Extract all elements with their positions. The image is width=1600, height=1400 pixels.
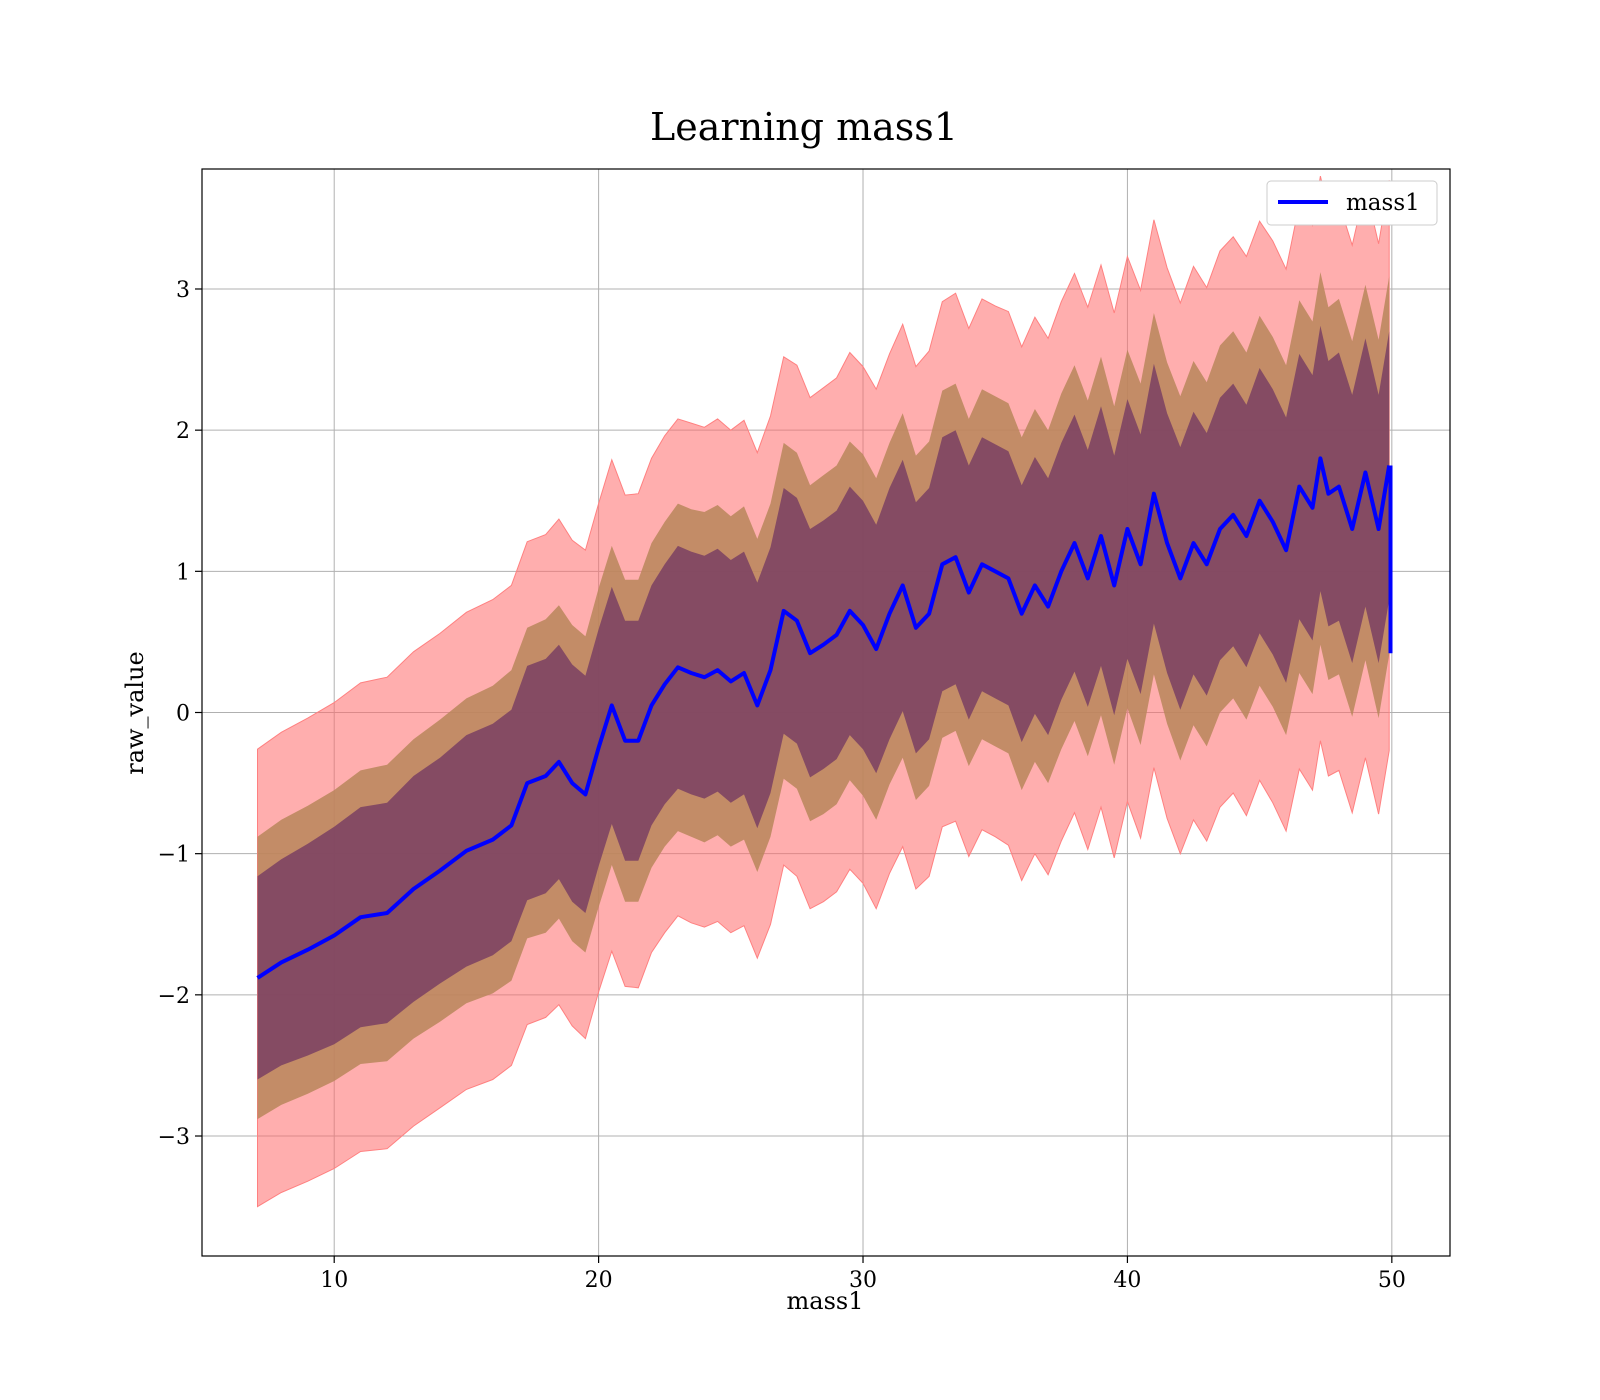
legend-box [1266, 180, 1438, 226]
y-tick-label: −1 [158, 843, 190, 868]
y-tick-label: 3 [176, 278, 190, 303]
x-tick-label: 50 [1378, 1268, 1406, 1293]
x-axis-label: mass1 [787, 1287, 864, 1315]
series-line-mass1 [256, 456, 1392, 980]
x-tick-label: 20 [585, 1268, 613, 1293]
x-tick-label: 40 [1113, 1268, 1141, 1293]
chart-title: Learning mass1 [650, 105, 958, 149]
x-axis-ticks: 10 20 30 40 50 [320, 1256, 1406, 1293]
x-tick-label: 30 [849, 1268, 877, 1293]
y-tick-label: −3 [158, 1125, 190, 1150]
legend-entry-mass1: mass1 [1346, 190, 1420, 216]
y-tick-label: 1 [176, 560, 190, 585]
y-tick-label: −2 [158, 984, 190, 1009]
y-tick-label: 0 [176, 702, 190, 727]
x-tick-label: 10 [320, 1268, 348, 1293]
y-tick-label: 2 [176, 419, 190, 444]
legend: mass1 [1266, 180, 1438, 226]
band-inner [257, 325, 1390, 1080]
series-lines [256, 456, 1393, 980]
y-axis-ticks: −3 −2 −1 0 1 2 3 [158, 278, 202, 1150]
confidence-bands [257, 175, 1390, 1208]
y-axis-label: raw_value [121, 651, 149, 775]
